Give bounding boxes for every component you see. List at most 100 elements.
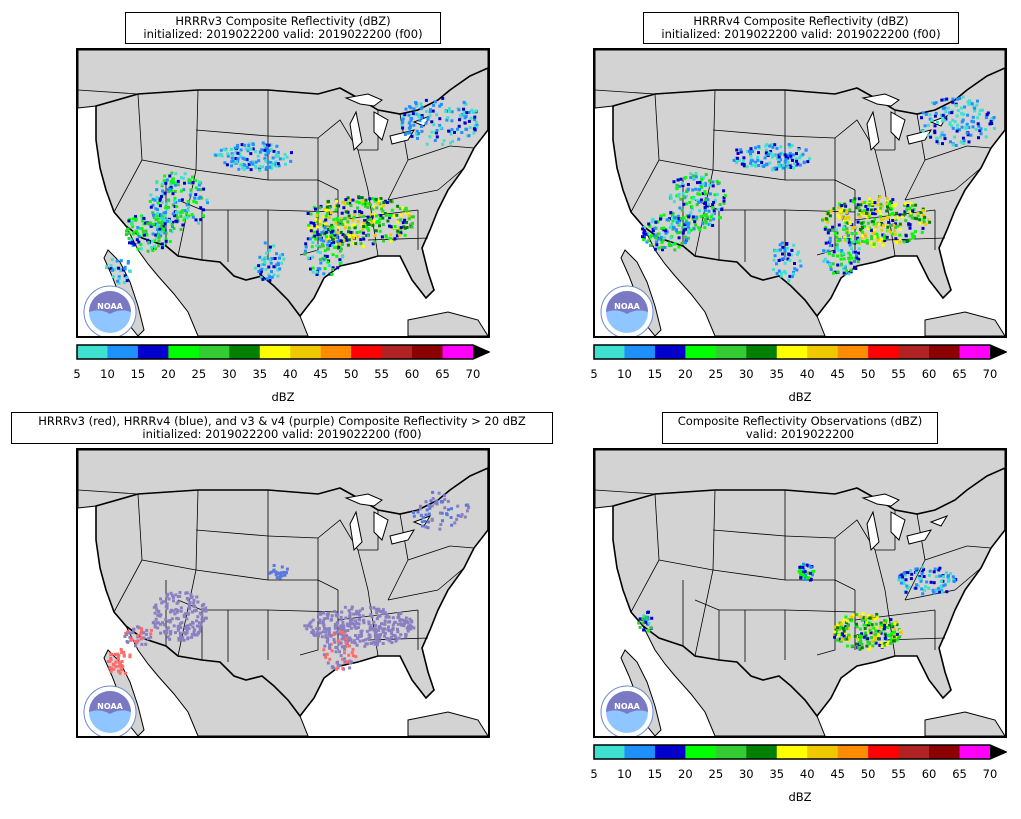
reflectivity-cell: [171, 220, 175, 224]
reflectivity-cell: [157, 621, 161, 625]
reflectivity-cell: [742, 156, 746, 160]
reflectivity-cell: [389, 199, 393, 203]
reflectivity-cell: [158, 614, 162, 618]
reflectivity-cell: [136, 625, 140, 629]
reflectivity-cell: [175, 214, 178, 218]
reflectivity-cell: [166, 626, 170, 630]
reflectivity-cell: [864, 235, 868, 239]
great-lake: [389, 529, 416, 545]
reflectivity-cell: [335, 204, 339, 208]
reflectivity-cell: [941, 116, 945, 120]
colorbar-label: dBZ: [788, 790, 812, 804]
reflectivity-cell: [799, 573, 802, 577]
reflectivity-cell: [389, 233, 393, 237]
reflectivity-cell: [960, 111, 964, 115]
colorbar-tick-label: 20: [678, 367, 693, 381]
reflectivity-cell: [948, 572, 952, 576]
reflectivity-cell: [268, 165, 272, 169]
reflectivity-cell: [401, 126, 405, 130]
reflectivity-cell: [384, 234, 388, 238]
reflectivity-cell: [467, 134, 471, 138]
reflectivity-cell: [946, 106, 950, 110]
colorbar-segment: [868, 345, 900, 359]
reflectivity-cell: [274, 164, 277, 168]
reflectivity-cell: [854, 267, 858, 270]
reflectivity-cell: [682, 202, 686, 206]
reflectivity-cell: [861, 201, 864, 204]
reflectivity-cell: [832, 271, 835, 275]
reflectivity-cell: [410, 625, 414, 629]
reflectivity-cell: [395, 213, 399, 217]
reflectivity-cell: [178, 591, 182, 594]
reflectivity-cell: [872, 244, 876, 248]
reflectivity-cell: [441, 142, 445, 146]
reflectivity-cell: [677, 217, 681, 221]
reflectivity-cell: [117, 664, 121, 668]
reflectivity-cell: [424, 500, 428, 504]
reflectivity-cell: [681, 184, 685, 188]
state-boundary: [694, 599, 720, 660]
reflectivity-cell: [872, 222, 876, 226]
reflectivity-cell: [236, 151, 240, 155]
reflectivity-cell: [931, 588, 935, 592]
reflectivity-cell: [889, 223, 893, 227]
reflectivity-cell: [836, 270, 840, 274]
reflectivity-cell: [254, 150, 258, 154]
reflectivity-cell: [179, 634, 182, 638]
reflectivity-cell: [406, 131, 410, 135]
logo-bird: [606, 291, 648, 314]
reflectivity-cell: [865, 241, 869, 245]
reflectivity-cell: [109, 658, 113, 661]
great-lake: [906, 529, 933, 545]
reflectivity-cell: [771, 146, 775, 149]
reflectivity-cell: [389, 214, 393, 217]
reflectivity-cell: [890, 232, 894, 236]
reflectivity-cell: [120, 651, 124, 655]
reflectivity-cell: [343, 657, 347, 661]
reflectivity-cell: [890, 204, 894, 208]
reflectivity-cell: [185, 631, 189, 635]
reflectivity-cell: [878, 643, 882, 647]
reflectivity-cell: [181, 223, 185, 227]
reflectivity-cell: [185, 626, 189, 630]
reflectivity-cell: [885, 202, 889, 206]
reflectivity-cell: [789, 166, 793, 169]
reflectivity-cell: [374, 636, 378, 640]
reflectivity-cell: [409, 619, 413, 623]
reflectivity-cell: [347, 238, 351, 242]
reflectivity-cell: [385, 637, 389, 641]
reflectivity-cell: [165, 178, 169, 182]
reflectivity-cell: [229, 147, 233, 151]
reflectivity-cell: [342, 217, 346, 221]
reflectivity-cell: [427, 512, 431, 516]
reflectivity-cell: [165, 602, 169, 606]
reflectivity-cell: [393, 237, 397, 241]
reflectivity-cell: [941, 579, 945, 583]
reflectivity-cell: [457, 124, 461, 128]
reflectivity-cell: [904, 590, 908, 594]
reflectivity-cell: [798, 156, 802, 160]
reflectivity-cell: [276, 154, 280, 158]
reflectivity-cell: [780, 151, 784, 155]
reflectivity-cell: [767, 153, 771, 157]
reflectivity-cell: [681, 192, 685, 196]
reflectivity-cell: [358, 201, 361, 205]
reflectivity-cell: [883, 623, 886, 627]
reflectivity-cell: [179, 189, 183, 193]
reflectivity-cell: [879, 206, 883, 210]
reflectivity-cell: [789, 253, 793, 257]
reflectivity-cell: [158, 204, 162, 208]
reflectivity-cell: [900, 215, 904, 219]
reflectivity-cell: [182, 188, 186, 192]
reflectivity-cell: [148, 199, 152, 203]
reflectivity-cell: [812, 569, 816, 573]
reflectivity-cell: [336, 240, 340, 244]
reflectivity-cell: [346, 629, 350, 632]
reflectivity-cell: [122, 281, 126, 285]
reflectivity-cell: [840, 253, 844, 257]
reflectivity-cell: [642, 614, 646, 618]
reflectivity-cell: [408, 126, 412, 130]
reflectivity-cell: [167, 190, 171, 194]
reflectivity-cell: [136, 634, 140, 638]
reflectivity-cell: [777, 156, 781, 160]
